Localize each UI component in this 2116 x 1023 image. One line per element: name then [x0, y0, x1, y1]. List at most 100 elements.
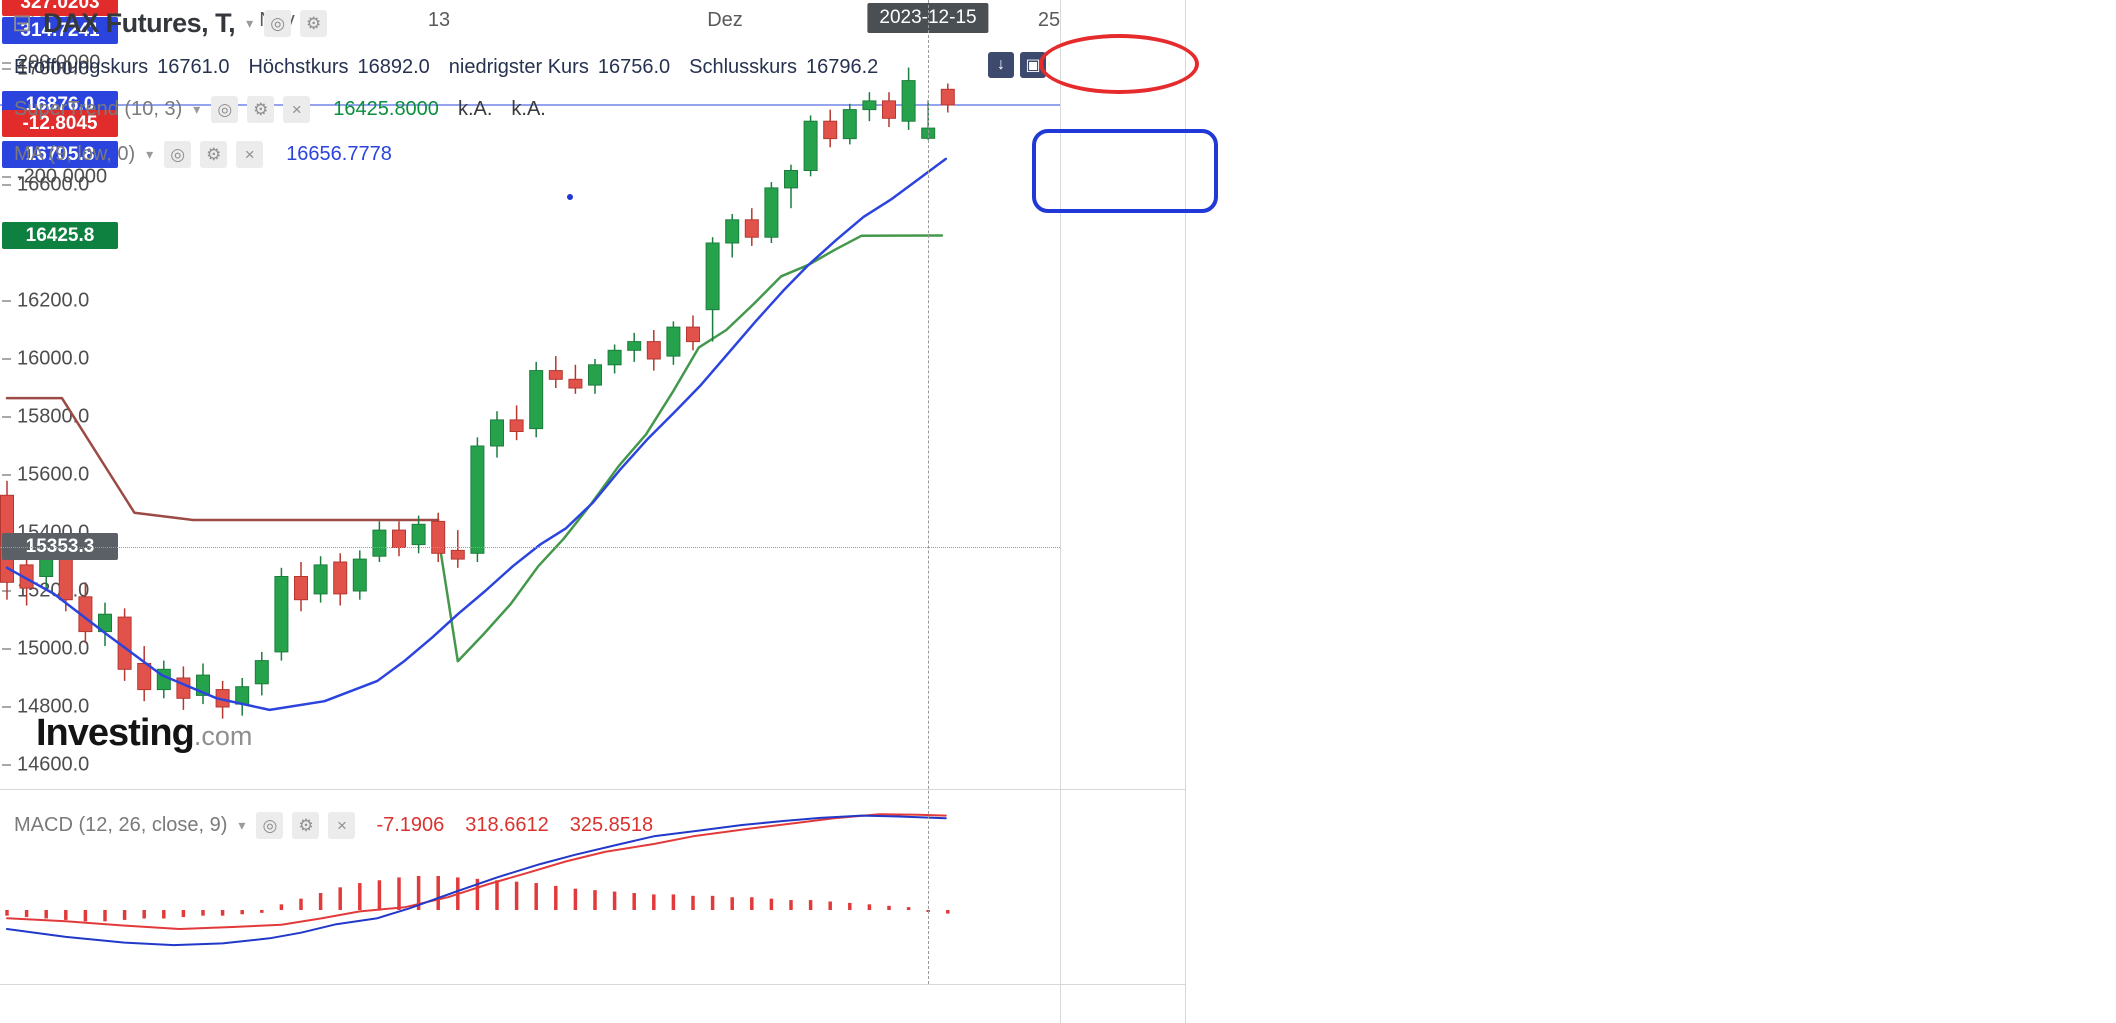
- crosshair-vertical: [928, 0, 929, 984]
- chevron-down-icon[interactable]: ▾: [246, 15, 254, 31]
- candle[interactable]: [882, 92, 896, 127]
- chevron-down-icon[interactable]: ▾: [238, 817, 246, 833]
- candle[interactable]: [940, 83, 955, 113]
- close-icon[interactable]: ×: [328, 812, 356, 839]
- macd-histogram: [5, 875, 950, 922]
- price-axis-tick: [2, 706, 11, 708]
- candle[interactable]: [254, 651, 269, 696]
- candle[interactable]: [784, 164, 798, 209]
- price-axis-tick: [2, 358, 11, 360]
- candle[interactable]: [607, 344, 622, 374]
- chevron-down-icon[interactable]: ▾: [193, 101, 201, 117]
- gear-icon[interactable]: ⚙: [300, 10, 328, 37]
- candle[interactable]: [313, 556, 328, 603]
- chart-mini-toolbar: ↓ ▣: [988, 52, 1046, 78]
- candlestick-series[interactable]: [0, 67, 955, 719]
- candle[interactable]: [803, 115, 818, 177]
- macd-canvas[interactable]: [0, 790, 1060, 984]
- candle[interactable]: [411, 515, 426, 554]
- symbol-title[interactable]: DAX Futures, T,: [43, 8, 236, 38]
- candle[interactable]: [235, 678, 250, 716]
- close-value: 16796.2: [805, 56, 879, 78]
- price-axis-tick: [2, 648, 11, 650]
- candle[interactable]: [78, 582, 93, 644]
- candle[interactable]: [490, 411, 504, 458]
- candle[interactable]: [744, 208, 759, 246]
- eye-icon[interactable]: ◎: [211, 96, 239, 123]
- candle[interactable]: [392, 521, 406, 557]
- low-label: niedrigster Kurs: [448, 56, 589, 78]
- close-icon[interactable]: ×: [236, 141, 264, 168]
- candle[interactable]: [705, 237, 720, 342]
- time-axis-divider: [0, 984, 1185, 985]
- candle[interactable]: [764, 182, 779, 243]
- candle[interactable]: [588, 359, 602, 394]
- watermark-suffix: .com: [193, 721, 253, 751]
- candle[interactable]: [352, 550, 367, 600]
- low-value: 16756.0: [597, 56, 671, 78]
- candle[interactable]: [842, 103, 857, 145]
- red-ellipse-annotation: [1039, 34, 1199, 94]
- candle[interactable]: [725, 214, 740, 258]
- candle[interactable]: [646, 330, 661, 371]
- open-label: Eröffnungskurs: [14, 56, 149, 78]
- price-axis-tick: [2, 474, 11, 476]
- candle[interactable]: [294, 562, 308, 612]
- price-axis-label: 15600.0: [17, 463, 90, 486]
- chevron-down-icon[interactable]: ▾: [146, 146, 154, 162]
- price-axis-label: 16600.0: [17, 173, 90, 196]
- high-value: 16892.0: [357, 56, 430, 78]
- time-axis-label: 13: [427, 9, 451, 31]
- supertrend-na1: k.A.: [457, 98, 493, 120]
- main-chart-canvas[interactable]: [0, 0, 1060, 789]
- download-icon[interactable]: ↓: [988, 52, 1014, 78]
- candle[interactable]: [176, 666, 191, 710]
- candle[interactable]: [666, 321, 681, 365]
- open-value: 16761.0: [157, 56, 230, 78]
- supertrend-label[interactable]: SuperTrend (10, 3): [14, 98, 183, 120]
- close-icon[interactable]: ×: [283, 96, 311, 123]
- eye-icon[interactable]: ◎: [264, 10, 292, 37]
- ma-label[interactable]: MA (9, low, 0): [14, 143, 136, 165]
- candle[interactable]: [529, 361, 544, 438]
- candle[interactable]: [901, 67, 916, 130]
- candle[interactable]: [450, 530, 465, 568]
- candle[interactable]: [862, 92, 877, 122]
- candle[interactable]: [137, 646, 152, 702]
- candle[interactable]: [823, 109, 838, 148]
- close-label: Schlusskurs: [689, 56, 797, 78]
- gear-icon[interactable]: ⚙: [292, 812, 320, 839]
- gear-icon[interactable]: ⚙: [200, 141, 228, 168]
- candle[interactable]: [568, 364, 583, 394]
- ma-value: 16656.7778: [286, 143, 392, 165]
- price-axis-tick: [2, 184, 11, 186]
- time-axis-label: 25: [1037, 9, 1061, 31]
- chart-right-divider: [1185, 0, 1186, 1023]
- high-label: Höchstkurs: [248, 56, 349, 78]
- eye-icon[interactable]: ◎: [164, 141, 192, 168]
- macd-line-value: 318.6612: [465, 814, 549, 836]
- candle[interactable]: [372, 521, 387, 562]
- candle[interactable]: [548, 356, 563, 388]
- watermark-brand: Investing: [36, 712, 195, 754]
- candle[interactable]: [509, 405, 524, 441]
- time-axis-label: Dez: [707, 9, 743, 31]
- candle[interactable]: [98, 602, 112, 647]
- macd-label[interactable]: MACD (12, 26, close, 9): [14, 814, 228, 836]
- price-badge: 15353.3: [2, 533, 118, 561]
- candle[interactable]: [627, 332, 642, 362]
- candle[interactable]: [686, 315, 700, 351]
- candle[interactable]: [333, 553, 348, 606]
- ma-legend: MA (9, low, 0) ▾ ◎ ⚙ × 16656.7778: [14, 141, 392, 168]
- candle[interactable]: [156, 660, 171, 699]
- candle[interactable]: [431, 512, 446, 562]
- eye-icon[interactable]: ◎: [256, 812, 284, 839]
- candle[interactable]: [470, 437, 485, 562]
- candle[interactable]: [196, 663, 210, 705]
- gear-icon[interactable]: ⚙: [247, 96, 275, 123]
- price-axis-tick: [2, 764, 11, 766]
- candle[interactable]: [274, 567, 289, 661]
- price-axis-tick: [2, 300, 11, 302]
- window-icon[interactable]: ⊟: [12, 10, 33, 37]
- symbol-header: ⊟ DAX Futures, T, ▾ ◎ ⚙: [12, 8, 328, 39]
